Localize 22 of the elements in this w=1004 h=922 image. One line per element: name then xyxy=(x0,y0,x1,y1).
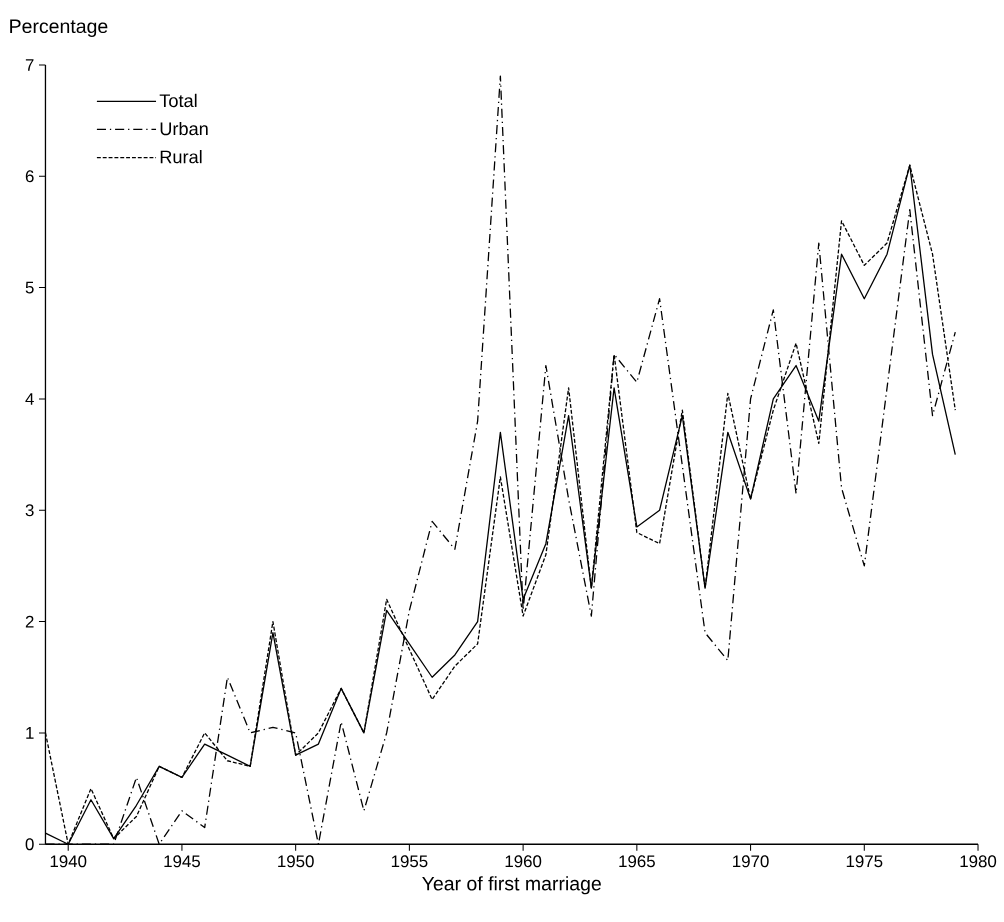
x-tick-label: 1975 xyxy=(846,855,883,868)
x-tick-label: 1945 xyxy=(164,855,200,868)
legend-label: Urban xyxy=(160,121,208,136)
y-tick-label: 1 xyxy=(26,727,34,739)
x-tick-label: 1970 xyxy=(733,855,769,868)
x-tick-label: 1980 xyxy=(960,855,997,868)
x-tick-label: 1955 xyxy=(391,855,428,868)
y-axis-title: Percentage xyxy=(10,19,108,37)
x-tick-label: 1960 xyxy=(505,855,542,868)
y-tick-label: 0 xyxy=(25,838,34,851)
legend-label: Total xyxy=(159,93,197,108)
x-tick-label: 1950 xyxy=(278,855,314,868)
y-tick-label: 4 xyxy=(25,393,34,405)
y-tick-label: 5 xyxy=(25,281,34,294)
x-axis-title: Year of first marriage xyxy=(422,876,601,895)
x-tick-label: 1940 xyxy=(50,855,87,868)
y-tick-label: 7 xyxy=(25,59,34,71)
y-tick-label: 6 xyxy=(25,170,34,183)
x-tick-label: 1965 xyxy=(619,855,655,868)
legend-label: Rural xyxy=(160,149,202,164)
y-tick-label: 2 xyxy=(25,615,34,628)
y-tick-label: 3 xyxy=(25,504,34,517)
